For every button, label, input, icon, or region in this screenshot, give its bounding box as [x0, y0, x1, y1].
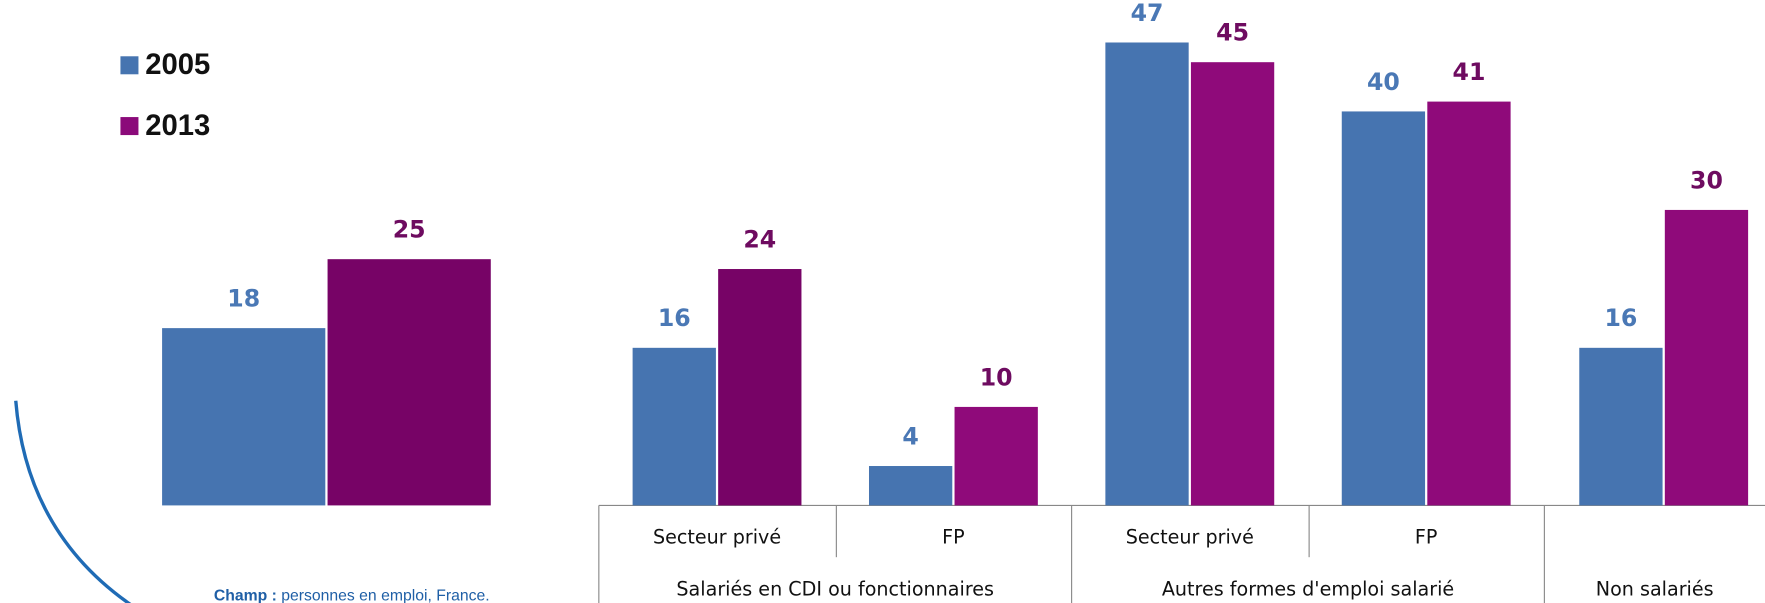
category-label: FP	[1415, 526, 1438, 549]
decorative-arc	[14, 400, 132, 603]
category-label: FP	[942, 526, 965, 549]
value-label: 45	[1216, 19, 1249, 47]
value-label: 47	[1131, 0, 1164, 27]
bar	[718, 269, 802, 506]
footnote-label: Champ :	[214, 588, 277, 603]
bar	[1190, 62, 1275, 506]
category-label: Secteur privé	[653, 526, 781, 549]
legend-label: 2013	[145, 110, 210, 142]
chart-body: Champ : personnes en emploi, France. 200…	[14, 0, 1765, 603]
value-label: 41	[1453, 58, 1486, 86]
group-label: Non salariés	[1596, 577, 1714, 600]
bar	[1341, 111, 1426, 506]
value-label: 16	[1604, 304, 1637, 332]
value-label: 4	[902, 422, 918, 450]
value-label: 40	[1367, 68, 1400, 96]
group-label: Salariés en CDI ou fonctionnaires	[676, 577, 994, 600]
bar	[162, 328, 326, 506]
bar	[954, 406, 1038, 506]
category-label: Secteur privé	[1126, 526, 1254, 549]
value-label: 16	[658, 304, 691, 332]
value-label: 10	[980, 363, 1013, 391]
bar	[1579, 347, 1663, 506]
legend-label: 2005	[145, 49, 210, 81]
bar	[1427, 101, 1511, 506]
footnote: Champ : personnes en emploi, France.	[214, 588, 490, 603]
legend-swatch	[120, 117, 139, 136]
value-label: 18	[227, 284, 260, 312]
bar	[632, 347, 716, 506]
bar	[868, 466, 953, 506]
value-label: 25	[393, 216, 426, 244]
bar	[1105, 42, 1189, 506]
footnote-text: personnes en emploi, France.	[281, 588, 489, 603]
value-label: 30	[1690, 166, 1723, 194]
bar	[327, 259, 491, 506]
value-label: 24	[743, 225, 776, 253]
group-label: Autres formes d'emploi salarié	[1162, 577, 1454, 600]
bar	[1664, 209, 1749, 506]
legend-swatch	[120, 56, 139, 75]
